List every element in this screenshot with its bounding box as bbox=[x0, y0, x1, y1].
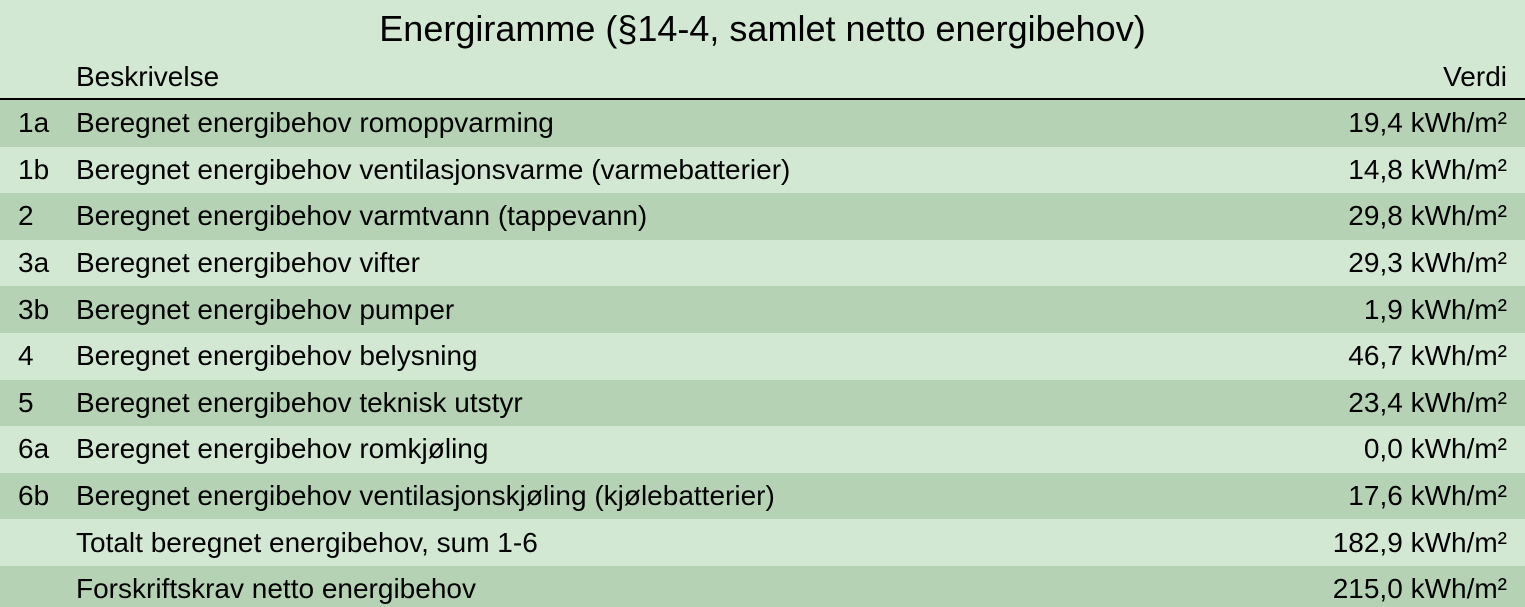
row-value: 29,8 kWh/m² bbox=[1348, 202, 1507, 230]
table-row: 1b Beregnet energibehov ventilasjonsvarm… bbox=[0, 147, 1525, 194]
table-row: 6b Beregnet energibehov ventilasjonskjøl… bbox=[0, 473, 1525, 520]
row-value: 215,0 kWh/m² bbox=[1333, 575, 1507, 603]
row-value: 19,4 kWh/m² bbox=[1348, 109, 1507, 137]
row-value: 0,0 kWh/m² bbox=[1364, 435, 1507, 463]
row-id: 6a bbox=[18, 435, 76, 463]
row-desc: Beregnet energibehov pumper bbox=[76, 296, 1364, 324]
table-row: 5 Beregnet energibehov teknisk utstyr 23… bbox=[0, 380, 1525, 427]
row-desc: Beregnet energibehov romkjøling bbox=[76, 435, 1364, 463]
row-id: 1a bbox=[18, 109, 76, 137]
row-value: 17,6 kWh/m² bbox=[1348, 482, 1507, 510]
row-desc: Forskriftskrav netto energibehov bbox=[76, 575, 1333, 603]
row-id: 1b bbox=[18, 156, 76, 184]
row-value: 14,8 kWh/m² bbox=[1348, 156, 1507, 184]
row-id: 2 bbox=[18, 202, 76, 230]
row-id: 4 bbox=[18, 342, 76, 370]
column-header-description: Beskrivelse bbox=[76, 63, 1443, 91]
row-value: 23,4 kWh/m² bbox=[1348, 389, 1507, 417]
energy-table: Energiramme (§14-4, samlet netto energib… bbox=[0, 0, 1525, 607]
row-id: 5 bbox=[18, 389, 76, 417]
table-row: Totalt beregnet energibehov, sum 1-6 182… bbox=[0, 519, 1525, 566]
table-title: Energiramme (§14-4, samlet netto energib… bbox=[0, 0, 1525, 56]
row-desc: Beregnet energibehov teknisk utstyr bbox=[76, 389, 1348, 417]
row-desc: Totalt beregnet energibehov, sum 1-6 bbox=[76, 529, 1333, 557]
table-header-row: Beskrivelse Verdi bbox=[0, 56, 1525, 100]
row-value: 1,9 kWh/m² bbox=[1364, 296, 1507, 324]
row-desc: Beregnet energibehov ventilasjonsvarme (… bbox=[76, 156, 1348, 184]
row-id: 6b bbox=[18, 482, 76, 510]
row-id: 3b bbox=[18, 296, 76, 324]
table-row: 3a Beregnet energibehov vifter 29,3 kWh/… bbox=[0, 240, 1525, 287]
row-value: 46,7 kWh/m² bbox=[1348, 342, 1507, 370]
row-desc: Beregnet energibehov varmtvann (tappevan… bbox=[76, 202, 1348, 230]
table-row: 4 Beregnet energibehov belysning 46,7 kW… bbox=[0, 333, 1525, 380]
table-row: 2 Beregnet energibehov varmtvann (tappev… bbox=[0, 193, 1525, 240]
column-header-value: Verdi bbox=[1443, 63, 1507, 91]
table-row: Forskriftskrav netto energibehov 215,0 k… bbox=[0, 566, 1525, 607]
row-desc: Beregnet energibehov belysning bbox=[76, 342, 1348, 370]
row-desc: Beregnet energibehov vifter bbox=[76, 249, 1348, 277]
table-row: 3b Beregnet energibehov pumper 1,9 kWh/m… bbox=[0, 286, 1525, 333]
row-value: 29,3 kWh/m² bbox=[1348, 249, 1507, 277]
row-desc: Beregnet energibehov ventilasjonskjøling… bbox=[76, 482, 1348, 510]
row-value: 182,9 kWh/m² bbox=[1333, 529, 1507, 557]
row-id: 3a bbox=[18, 249, 76, 277]
table-row: 6a Beregnet energibehov romkjøling 0,0 k… bbox=[0, 426, 1525, 473]
table-row: 1a Beregnet energibehov romoppvarming 19… bbox=[0, 100, 1525, 147]
row-desc: Beregnet energibehov romoppvarming bbox=[76, 109, 1348, 137]
